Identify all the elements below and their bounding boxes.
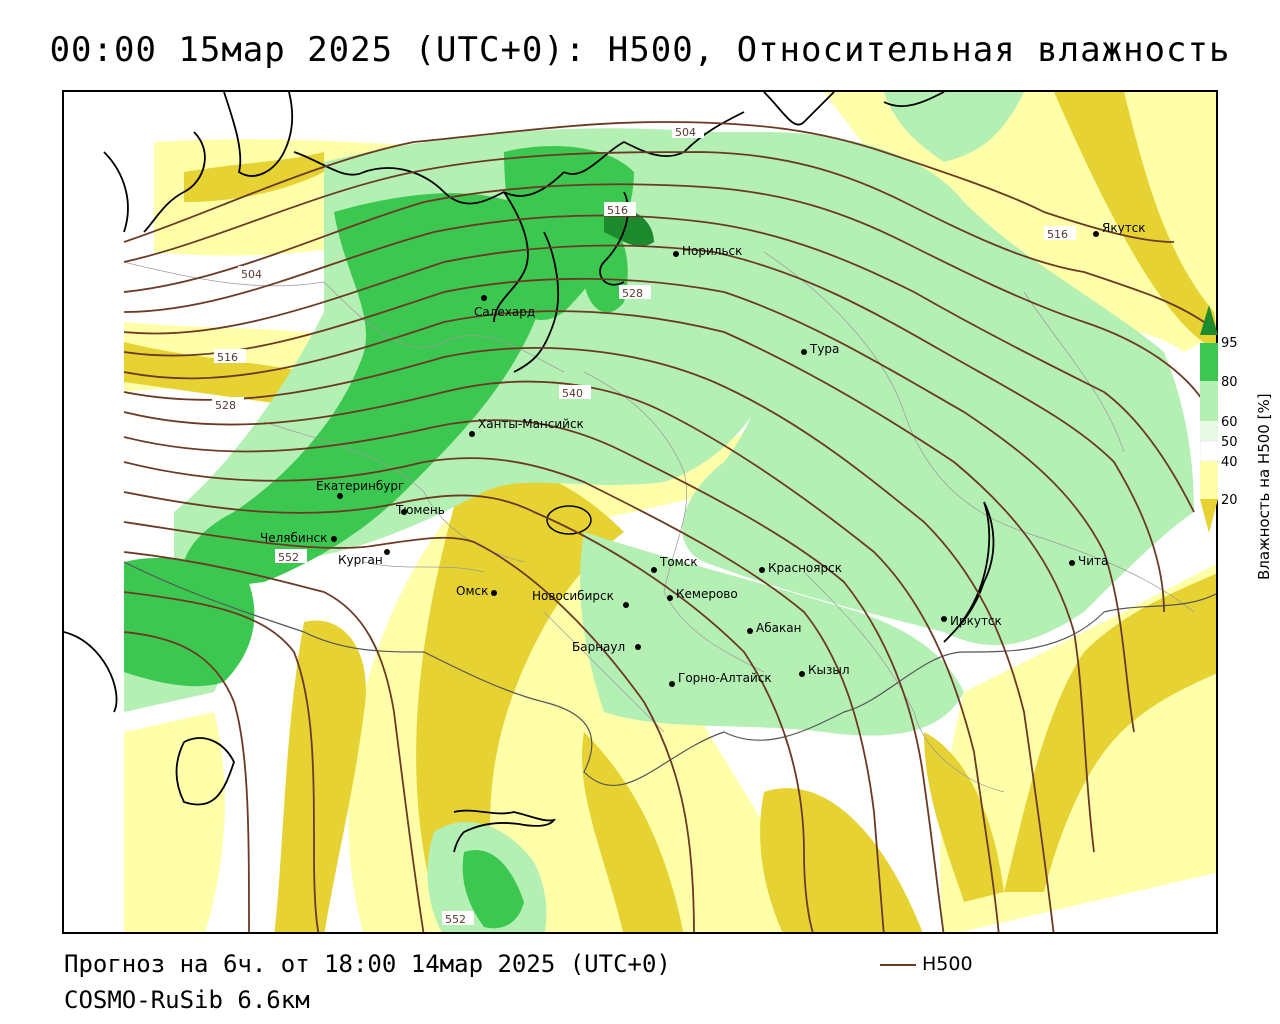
- city-label: Салехард: [474, 305, 535, 319]
- colorbar-tick: 60: [1221, 415, 1238, 430]
- colorbar-tick: 50: [1221, 435, 1238, 450]
- admin-borders: [123, 251, 1195, 793]
- map-title: 00:00 15мар 2025 (UTC+0): H500, Относите…: [49, 30, 1231, 70]
- city-label: Омск: [456, 584, 488, 598]
- city-label: Екатеринбург: [316, 479, 404, 493]
- city-label: Тюмень: [395, 503, 445, 517]
- cities: Якутск Норильск Салехард Тура Ханты-Манс…: [260, 221, 1146, 687]
- city-label: Абакан: [756, 621, 801, 635]
- map-panel: 504 504 516 516 528 528 540 552 552 516 …: [62, 90, 1218, 934]
- contour-label: 552: [278, 551, 299, 564]
- humidity-map: 504 504 516 516 528 528 540 552 552 516 …: [64, 92, 1216, 932]
- city-label: Красноярск: [768, 561, 842, 575]
- city-label: Кемерово: [676, 587, 738, 601]
- city-label: Норильск: [682, 244, 742, 258]
- contour-label: 528: [215, 399, 236, 412]
- city-label: Горно-Алтайск: [678, 671, 772, 685]
- h500-legend: H500: [880, 953, 973, 975]
- model-name: COSMO-RuSib 6.6км: [64, 986, 310, 1014]
- contour-label: 516: [1047, 228, 1068, 241]
- colorbar-tick: 40: [1221, 455, 1238, 470]
- h500-isohypses: [123, 121, 1205, 932]
- national-border: [123, 561, 1216, 786]
- city-label: Якутск: [1102, 221, 1146, 235]
- coastlines: [64, 92, 995, 853]
- colorbar-tick: 80: [1221, 375, 1238, 390]
- contour-label: 528: [622, 287, 643, 300]
- colorbar-tick: 95: [1221, 336, 1238, 351]
- colorbar-tick: 20: [1221, 493, 1238, 508]
- humidity-field: [124, 92, 1216, 932]
- city-label: Иркутск: [950, 614, 1002, 628]
- city-label: Томск: [659, 555, 698, 569]
- city-label: Кызыл: [808, 663, 850, 677]
- h500-legend-label: H500: [922, 953, 973, 975]
- h500-line-swatch: [880, 963, 916, 966]
- forecast-info: Прогноз на 6ч. от 18:00 14мар 2025 (UTC+…: [64, 950, 671, 978]
- city-label: Новосибирск: [532, 589, 614, 603]
- city-label: Барнаул: [572, 640, 625, 654]
- lake: [546, 505, 592, 535]
- contour-label: 516: [217, 351, 238, 364]
- contour-label: 504: [241, 268, 262, 281]
- contour-label: 516: [607, 204, 628, 217]
- colorbar-title: Влажность на H500 [%]: [1255, 393, 1273, 580]
- city-label: Чита: [1078, 554, 1108, 568]
- contour-label: 540: [562, 387, 583, 400]
- contour-labels: 504 504 516 516 528 528 540 552 552 516: [212, 124, 1076, 926]
- city-label: Челябинск: [260, 531, 327, 545]
- city-label: Курган: [338, 553, 383, 567]
- contour-label: 552: [445, 913, 466, 926]
- city-label: Тура: [809, 342, 839, 356]
- city-label: Ханты-Мансийск: [478, 417, 584, 431]
- contour-label: 504: [675, 126, 696, 139]
- humidity-colorbar: [1200, 305, 1218, 533]
